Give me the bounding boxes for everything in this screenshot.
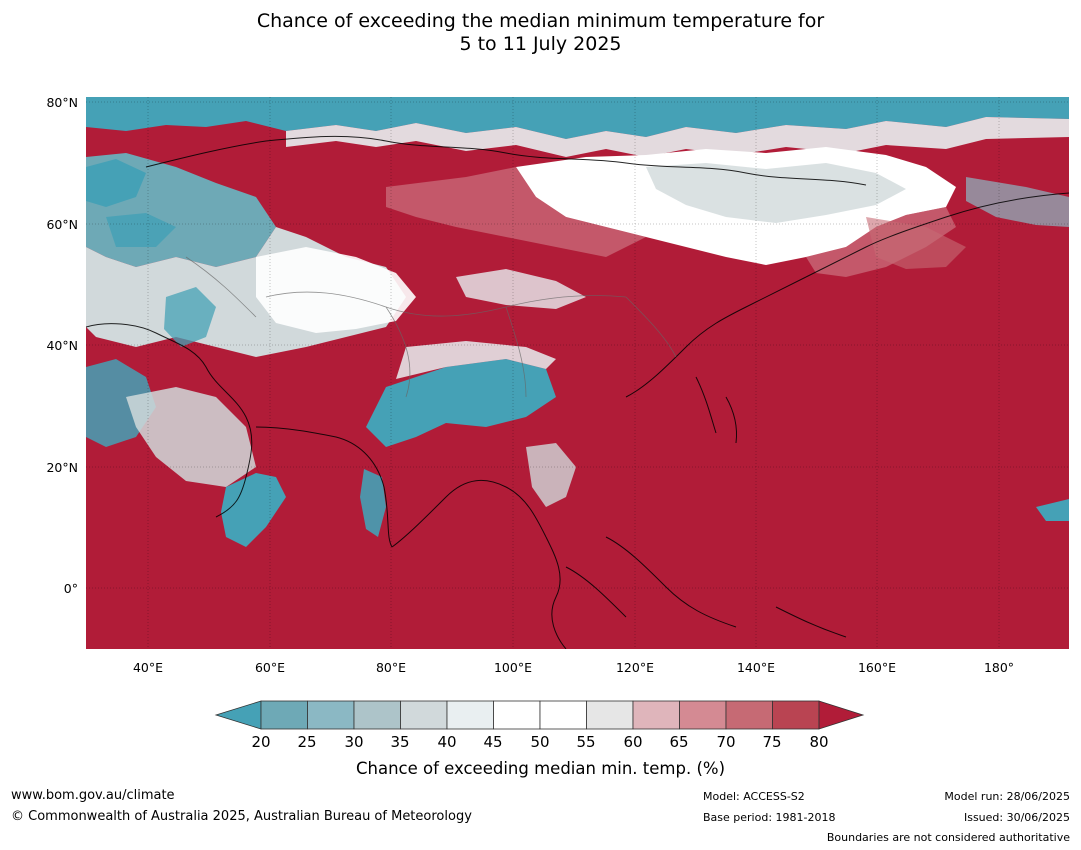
cb-label-40: 40 bbox=[437, 733, 457, 751]
colorbar-title: Chance of exceeding median min. temp. (%… bbox=[355, 759, 726, 778]
north-pink-belt bbox=[386, 167, 646, 257]
map-canvas bbox=[86, 97, 1069, 649]
colorbar-segment bbox=[446, 700, 494, 730]
colorbar-extend-high bbox=[818, 700, 865, 730]
caspian-cool-patch bbox=[164, 287, 216, 347]
cb-label-55: 55 bbox=[576, 733, 596, 751]
arabia-pale bbox=[126, 387, 256, 487]
x-tick-100e: 100°E bbox=[493, 660, 532, 675]
cb-label-20: 20 bbox=[251, 733, 271, 751]
central-asia-white bbox=[256, 247, 416, 333]
copyright-text: © Commonwealth of Australia 2025, Austra… bbox=[11, 809, 472, 824]
cb-label-50: 50 bbox=[530, 733, 550, 751]
x-tick-60e: 60°E bbox=[254, 660, 286, 675]
x-tick-40e: 40°E bbox=[132, 660, 164, 675]
cb-label-60: 60 bbox=[623, 733, 643, 751]
colorbar-segment bbox=[260, 700, 308, 730]
y-tick-0: 0° bbox=[63, 581, 78, 596]
colorbar-segment bbox=[493, 700, 541, 730]
east-siberia-cool bbox=[966, 177, 1069, 227]
colorbar-extend-low bbox=[214, 700, 262, 730]
indochina-pale bbox=[526, 443, 576, 507]
cb-label-65: 65 bbox=[669, 733, 689, 751]
arctic-pale-band bbox=[286, 117, 1069, 157]
x-tick-180: 180° bbox=[983, 660, 1015, 675]
cb-label-30: 30 bbox=[344, 733, 364, 751]
gridlines bbox=[86, 97, 1069, 649]
arctic-cool-band bbox=[86, 97, 1069, 139]
boundaries-disclaimer: Boundaries are not considered authoritat… bbox=[826, 831, 1070, 844]
x-tick-140e: 140°E bbox=[736, 660, 775, 675]
y-tick-40n: 40°N bbox=[46, 338, 78, 353]
y-tick-20n: 20°N bbox=[46, 460, 78, 475]
colorbar-segment bbox=[400, 700, 448, 730]
model-name: Model: ACCESS-S2 bbox=[703, 790, 805, 803]
cb-label-80: 80 bbox=[809, 733, 829, 751]
colorbar-segment bbox=[539, 700, 587, 730]
x-tick-80e: 80°E bbox=[375, 660, 407, 675]
x-tick-160e: 160°E bbox=[857, 660, 896, 675]
map-title: Chance of exceeding the median minimum t… bbox=[0, 10, 1081, 56]
colorbar-segment bbox=[679, 700, 727, 730]
cb-label-25: 25 bbox=[297, 733, 317, 751]
cb-label-75: 75 bbox=[762, 733, 782, 751]
y-tick-80n: 80°N bbox=[46, 95, 78, 110]
colorbar-segment bbox=[307, 700, 355, 730]
colorbar bbox=[214, 700, 865, 730]
website-link[interactable]: www.bom.gov.au/climate bbox=[11, 788, 175, 803]
baltic-cool-patch bbox=[106, 213, 176, 247]
y-tick-60n: 60°N bbox=[46, 217, 78, 232]
coastlines bbox=[86, 135, 1069, 649]
base-period: Base period: 1981-2018 bbox=[703, 811, 836, 824]
issued-date: Issued: 30/06/2025 bbox=[963, 811, 1070, 824]
colorbar-segments bbox=[214, 700, 865, 730]
cb-label-45: 45 bbox=[483, 733, 503, 751]
colorbar-segment bbox=[772, 700, 820, 730]
cb-label-70: 70 bbox=[716, 733, 736, 751]
colorbar-segment bbox=[586, 700, 634, 730]
arabian-sea-cool bbox=[221, 473, 286, 547]
country-borders bbox=[185, 256, 677, 398]
okhotsk-pink bbox=[866, 217, 966, 269]
title-line-1: Chance of exceeding the median minimum t… bbox=[256, 10, 825, 32]
title-line-2: 5 to 11 July 2025 bbox=[459, 33, 622, 55]
colorbar-segment bbox=[353, 700, 401, 730]
tibet-pale-edge bbox=[396, 341, 556, 379]
cb-label-35: 35 bbox=[390, 733, 410, 751]
colorbar-segment bbox=[632, 700, 680, 730]
mongolia-pale bbox=[456, 269, 586, 309]
pacific-cool-patch bbox=[1036, 499, 1069, 521]
forecast-map bbox=[86, 97, 1069, 649]
bay-of-bengal-cool bbox=[360, 469, 386, 537]
scandinavia-cool-patch bbox=[86, 159, 146, 207]
colorbar-segment bbox=[725, 700, 773, 730]
model-run-date: Model run: 28/06/2025 bbox=[944, 790, 1070, 803]
x-tick-120e: 120°E bbox=[615, 660, 654, 675]
siberia-pale-core bbox=[646, 163, 906, 223]
tibet-cool-region bbox=[366, 359, 556, 447]
